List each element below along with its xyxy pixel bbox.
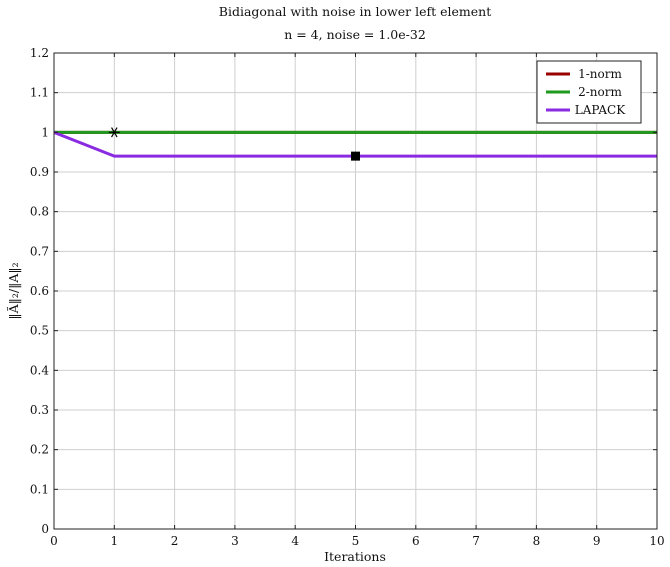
x-tick-label: 4 [291,534,299,548]
x-tick-label: 6 [412,534,420,548]
legend-label: 1-norm [578,67,622,81]
y-tick-label: 0.8 [30,205,49,219]
chart-subtitle: n = 4, noise = 1.0e-32 [284,27,426,42]
legend: 1-norm 2-norm LAPACK [536,60,642,124]
y-tick-label: 0.6 [30,284,49,298]
y-tick-label: 1.1 [30,86,49,100]
x-tick-label: 10 [649,534,664,548]
y-axis-ticks: 0 0.1 0.2 0.3 0.4 0.5 0.6 0.7 0.8 0.9 1 1.1 1.2 [30,46,657,536]
y-tick-label: 1 [41,125,49,139]
x-tick-label: 3 [231,534,239,548]
y-tick-label: 0.7 [30,244,49,258]
y-tick-label: 0.2 [30,443,49,457]
x-tick-label: 8 [533,534,541,548]
x-axis-label: Iterations [324,549,386,564]
y-tick-label: 1.2 [30,46,49,60]
y-axis-label: ‖Ã‖₂/‖A‖₂ [6,262,21,319]
x-tick-label: 9 [593,534,601,548]
y-tick-label: 0.5 [30,324,49,338]
legend-label: LAPACK [575,103,626,117]
x-tick-label: 5 [352,534,360,548]
chart-title: Bidiagonal with noise in lower left elem… [219,4,491,19]
x-tick-label: 1 [110,534,118,548]
y-tick-label: 0.3 [30,403,49,417]
y-tick-label: 0.4 [30,363,49,377]
x-tick-label: 7 [472,534,480,548]
y-tick-label: 0 [41,522,49,536]
y-tick-label: 0.9 [30,165,49,179]
square-marker [351,151,360,161]
x-tick-label: 2 [171,534,179,548]
asterisk-stroke [111,127,118,138]
x-tick-label: 0 [50,534,58,548]
grid [53,52,658,530]
x-axis-ticks: 0 1 2 3 4 5 6 7 8 9 10 [50,53,665,548]
y-tick-label: 0.1 [30,482,49,496]
legend-label: 2-norm [578,85,622,99]
markers-layer [108,127,360,161]
asterisk-marker [108,127,120,138]
